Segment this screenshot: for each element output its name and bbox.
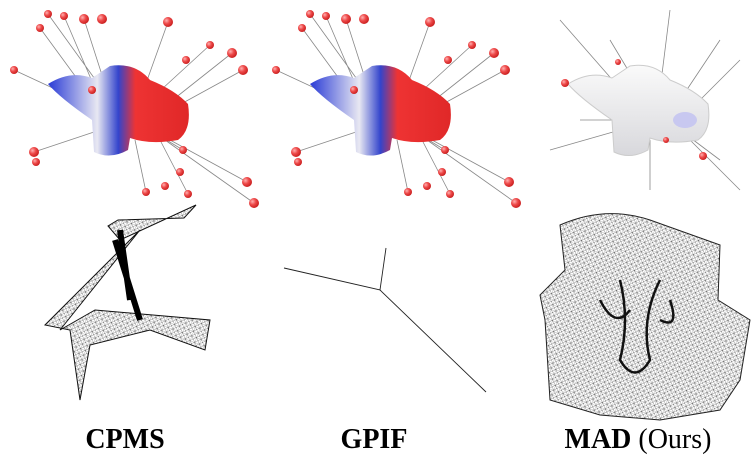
method-label: GPIF	[341, 424, 408, 455]
method-label: MAD (Ours)	[565, 424, 712, 455]
figure: CPMS GPIF MAD (Ours)	[0, 0, 753, 458]
method-label: CPMS	[85, 424, 164, 455]
mesh-mad	[540, 214, 750, 420]
method-suffix: (Ours)	[638, 424, 711, 455]
method-name: MAD	[565, 424, 632, 455]
shade	[673, 112, 697, 128]
